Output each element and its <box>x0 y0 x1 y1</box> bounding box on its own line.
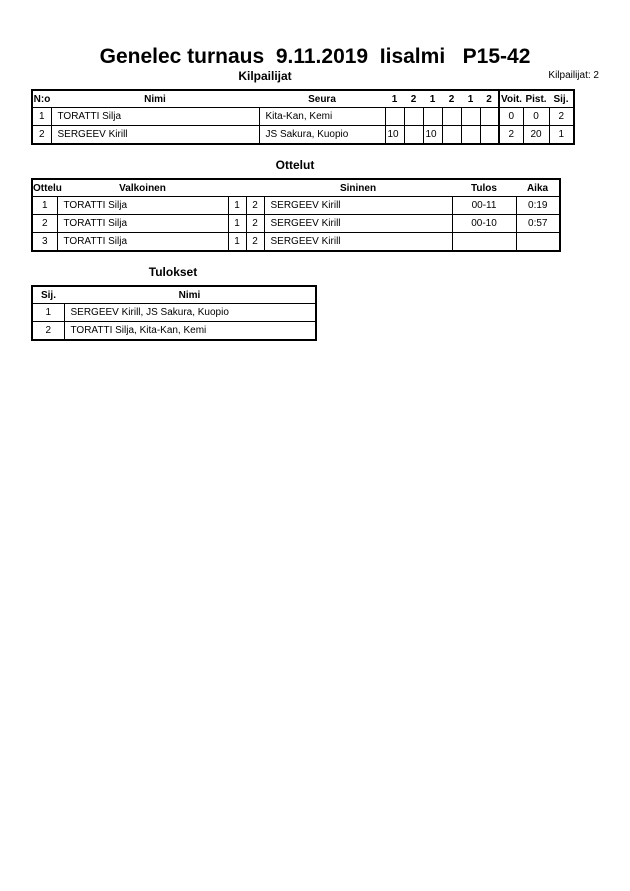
blue-index: 2 <box>245 196 265 215</box>
header-cell: 2 <box>410 93 417 105</box>
result-place: 1 <box>31 303 65 322</box>
result-place: 2 <box>31 321 65 341</box>
header-cell: 1 <box>429 93 436 105</box>
result-name: SERGEEV Kirill, JS Sakura, Kuopio <box>63 303 317 322</box>
place-cell: 1 <box>548 125 575 145</box>
competitor-row: 2 SERGEEV Kirill JS Sakura, Kuopio 10 10 2 20 1 <box>31 125 575 145</box>
blue-index: 2 <box>245 214 265 233</box>
competitor-count: Kilpailijat: 2 <box>548 70 599 81</box>
score-cell <box>422 107 443 126</box>
header-cell: 1 <box>467 93 474 105</box>
score-cell <box>441 107 462 126</box>
match-result: 00-10 <box>451 214 517 233</box>
result-row: 1 SERGEEV Kirill, JS Sakura, Kuopio <box>31 303 317 322</box>
result-name: TORATTI Silja, Kita-Kan, Kemi <box>63 321 317 341</box>
header-cell: 2 <box>486 93 492 105</box>
header-cell: 2 <box>448 93 455 105</box>
header-sij: Sij. <box>40 289 56 301</box>
score-cell <box>403 125 424 145</box>
score-cell <box>479 107 500 126</box>
header-cell: 1 <box>391 93 398 105</box>
results-heading: Tulokset <box>148 265 198 279</box>
match-row: 3 TORATTI Silja 1 2 SERGEEV Kirill <box>31 232 561 252</box>
points-cell: 20 <box>522 125 550 145</box>
blue-index: 2 <box>245 232 265 252</box>
match-number: 3 <box>31 232 58 252</box>
match-number: 1 <box>31 196 58 215</box>
score-cell: 10 <box>422 125 443 145</box>
score-cell <box>460 107 481 126</box>
score-cell <box>441 125 462 145</box>
white-competitor: TORATTI Silja <box>56 196 229 215</box>
blue-competitor: SERGEEV Kirill <box>263 196 453 215</box>
competitor-row: 1 TORATTI Silja Kita-Kan, Kemi 0 0 2 <box>31 107 575 126</box>
score-cell: 10 <box>384 125 405 145</box>
header-cell: Seura <box>308 93 336 105</box>
score-cell <box>403 107 424 126</box>
header-sininen: Sininen <box>339 182 377 194</box>
score-cell <box>460 125 481 145</box>
match-time <box>515 232 561 252</box>
competitor-number: 1 <box>31 107 52 126</box>
wins-cell: 2 <box>498 125 524 145</box>
place-cell: 2 <box>548 107 575 126</box>
match-time: 0:19 <box>515 196 561 215</box>
blue-competitor: SERGEEV Kirill <box>263 214 453 233</box>
competitor-name: SERGEEV Kirill <box>50 125 260 145</box>
header-cell: Sij. <box>553 93 569 105</box>
header-aika: Aika <box>526 182 549 194</box>
header-cell: Pist. <box>525 93 547 105</box>
competitor-club: JS Sakura, Kuopio <box>258 125 386 145</box>
header-cell: Voit. <box>498 90 523 108</box>
header-nimi: Nimi <box>178 289 201 301</box>
white-competitor: TORATTI Silja <box>56 232 229 252</box>
result-row: 2 TORATTI Silja, Kita-Kan, Kemi <box>31 321 317 341</box>
blue-competitor: SERGEEV Kirill <box>263 232 453 252</box>
competitor-number: 2 <box>31 125 52 145</box>
competitor-name: TORATTI Silja <box>50 107 260 126</box>
match-result <box>451 232 517 252</box>
white-index: 1 <box>227 196 247 215</box>
wins-cell: 0 <box>498 107 524 126</box>
match-number: 2 <box>31 214 58 233</box>
white-index: 1 <box>227 214 247 233</box>
results-table: Sij. Nimi 1 SERGEEV Kirill, JS Sakura, Ku… <box>31 285 317 341</box>
header-valkoinen: Valkoinen <box>119 182 166 194</box>
match-row: 2 TORATTI Silja 1 2 SERGEEV Kirill 00-10 0:57 <box>31 214 561 233</box>
header-cell: N:o <box>33 93 51 105</box>
page-title: Genelec turnaus 9.11.2019 Iisalmi P15-42 <box>99 45 531 68</box>
match-time: 0:57 <box>515 214 561 233</box>
score-cell <box>479 125 500 145</box>
match-row: 1 TORATTI Silja 1 2 SERGEEV Kirill 00-11 0:19 <box>31 196 561 215</box>
header-tulos: Tulos <box>471 182 497 194</box>
header-cell: Nimi <box>144 93 166 105</box>
competitors-table: N:o Nimi Seura 1 2 1 2 1 2 Voit. Pist. Sij. 1 TORATT… <box>31 89 575 145</box>
match-result: 00-11 <box>451 196 517 215</box>
matches-table: Ottelu Valkoinen Sininen Tulos Aika 1 TOR… <box>31 178 561 252</box>
score-cell <box>384 107 405 126</box>
competitors-heading: Kilpailijat <box>238 69 292 83</box>
header-ottelu: Ottelu <box>33 182 62 194</box>
white-index: 1 <box>227 232 247 252</box>
points-cell: 0 <box>522 107 550 126</box>
matches-heading: Ottelut <box>275 158 315 172</box>
competitor-club: Kita-Kan, Kemi <box>258 107 386 126</box>
white-competitor: TORATTI Silja <box>56 214 229 233</box>
